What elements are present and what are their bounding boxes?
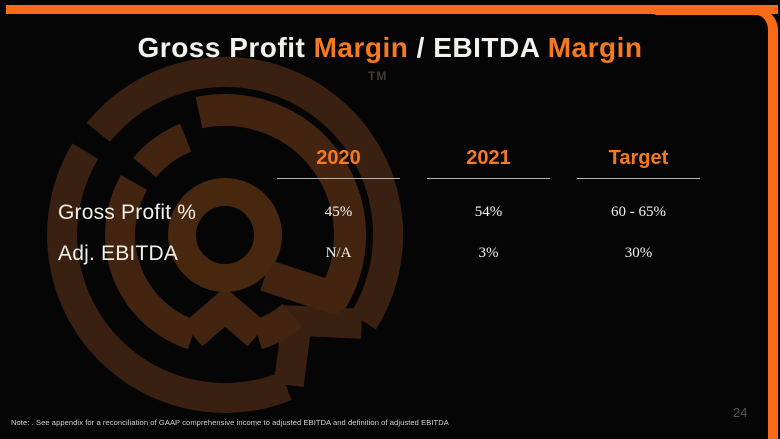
table-cell: 3%: [478, 245, 499, 261]
right-accent-frame: [656, 8, 778, 439]
table-cell: 54%: [474, 204, 503, 220]
title-part-orange: Margin: [313, 32, 409, 63]
page-number: 24: [733, 405, 748, 420]
row-label-adj-ebitda: Adj. EBITDA: [58, 242, 179, 265]
table-cell: N/A: [325, 245, 352, 261]
brand-logo-watermark-icon: [47, 56, 404, 413]
column-header-2021: 2021: [466, 147, 511, 169]
column-header-2020: 2020: [316, 147, 361, 169]
slide-title: Gross Profit Margin / EBITDA Margin: [0, 34, 780, 62]
column-underline: [577, 178, 700, 179]
table-cell: 30%: [624, 245, 653, 261]
top-accent-bar: [6, 5, 778, 14]
column-underline: [277, 178, 400, 179]
table-cell: 60 - 65%: [611, 204, 666, 220]
title-part-white: EBITDA: [433, 32, 548, 63]
title-separator: /: [408, 32, 434, 63]
title-part-white: Gross Profit: [137, 32, 314, 63]
footnote: Note: . See appendix for a reconciliatio…: [11, 418, 449, 427]
title-part-orange: Margin: [547, 32, 643, 63]
row-label-gross-profit: Gross Profit %: [58, 201, 197, 224]
column-header-target: Target: [608, 147, 669, 169]
column-underline: [427, 178, 550, 179]
table-cell: 45%: [324, 204, 353, 220]
trademark-label: TM: [368, 69, 388, 83]
